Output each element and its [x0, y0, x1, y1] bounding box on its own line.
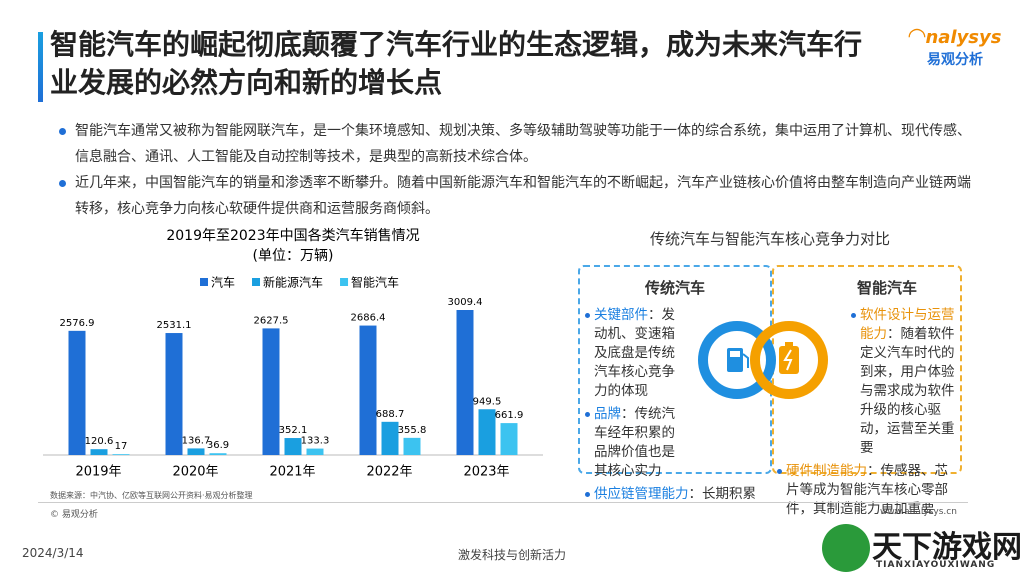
x-tick-label: 2022年 [366, 465, 412, 480]
website: www.analysys.cn [880, 507, 957, 517]
source: 数据来源：中汽协、亿欧等互联网公开资料·易观分析整理 [50, 491, 253, 500]
legend-label: 新能源汽车 [263, 275, 323, 290]
item-text: ：长期积累 [688, 486, 757, 502]
x-tick-label: 2020年 [172, 465, 218, 480]
bar [90, 449, 108, 455]
chart-subtitle: (单位：万辆) [253, 248, 334, 264]
bullet-text: 近几年来，中国智能汽车的销量和渗透率不断攀升。随着中国新能源汽车和智能汽车的不断… [75, 175, 971, 217]
value-label: 120.6 [85, 436, 114, 447]
value-label: 688.7 [376, 409, 405, 420]
box-title: 传统汽车 [644, 279, 705, 297]
chart-title: 2019年至2023年中国各类汽车销售情况 [166, 227, 419, 244]
watermark-pinyin: TIANXIAYOUXIWANG [876, 560, 996, 570]
item-text: ：发动机、变速箱及底盘是传统汽车核心竞争力的体现 [594, 307, 675, 399]
value-label: 2686.4 [351, 313, 386, 324]
box-title: 智能汽车 [856, 279, 917, 297]
legend-label: 智能汽车 [351, 275, 399, 290]
bar [68, 330, 86, 455]
value-label: 136.7 [182, 435, 211, 446]
bar [209, 453, 227, 455]
item: 供应链管理能力：长期积累 [585, 485, 774, 504]
x-tick-label: 2021年 [269, 465, 315, 480]
slogan: 激发科技与创新活力 [458, 548, 567, 562]
bar [262, 328, 280, 455]
bar [187, 448, 205, 455]
chart: 2019年至2023年中国各类汽车销售情况 (单位：万辆) 汽车 新能源汽车 智能汽车 2… [43, 227, 543, 480]
bullet: 近几年来，中国智能汽车的销量和渗透率不断攀升。随着中国新能源汽车和智能汽车的不断… [59, 170, 975, 222]
item-key: 关键部件 [594, 307, 648, 323]
bar [306, 448, 324, 455]
legend-swatch [252, 278, 261, 286]
watermark-name: 天下游戏网 [872, 530, 1022, 565]
legend-label: 汽车 [211, 275, 235, 290]
logo: ◠nalysys 易观分析 [905, 24, 1005, 69]
divider [38, 502, 968, 503]
value-label: 133.3 [301, 436, 330, 447]
item-text: ：传感器、芯片等成为智能汽车核心零部件，其制造能力更加重要 [786, 463, 948, 517]
bar [478, 409, 496, 455]
item: 关键部件：发动机、变速箱及底盘是传统汽车核心竞争力的体现 [585, 306, 682, 401]
item-key: 软件设计与运营能力 [860, 307, 955, 342]
title-accent [38, 32, 43, 102]
x-tick-label: 2023年 [463, 465, 509, 480]
value-label: 949.5 [473, 396, 502, 407]
smart-box: 智能汽车 软件设计与运营能力：随着软件定义汽车时代的到来，用户体验与需求成为软件… [772, 265, 962, 517]
logo-cn: 易观分析 [927, 52, 983, 68]
bar [500, 423, 518, 455]
value-label: 17 [115, 441, 128, 452]
value-label: 2531.1 [157, 320, 192, 331]
logo-name: nalysys [925, 27, 1002, 48]
bar [112, 454, 130, 455]
item: 硬件制造能力：传感器、芯片等成为智能汽车核心零部件，其制造能力更加重要 [777, 462, 952, 519]
item-key: 供应链管理能力 [594, 486, 689, 502]
value-label: 352.1 [279, 425, 308, 436]
slide-title: 智能汽车的崛起彻底颠覆了汽车行业的生态逻辑，成为未来汽车行业发展的必然方向和新的… [50, 28, 863, 99]
legend-swatch [200, 278, 208, 286]
comparison-title: 传统汽车与智能汽车核心竞争力对比 [649, 230, 890, 248]
bar [403, 437, 421, 455]
item-key: 硬件制造能力 [786, 463, 867, 479]
value-label: 3009.4 [448, 297, 483, 308]
copyright: © 易观分析 [50, 510, 98, 520]
item: 品牌：传统汽车经年积累的品牌价值也是其核心实力 [585, 405, 682, 481]
value-label: 2576.9 [60, 318, 95, 329]
legend-swatch [340, 278, 349, 286]
item: 软件设计与运营能力：随着软件定义汽车时代的到来，用户体验与需求成为软件升级的核心… [851, 306, 956, 458]
bar [359, 325, 377, 455]
value-label: 36.9 [207, 440, 229, 451]
bar [165, 333, 183, 455]
x-tick-label: 2019年 [75, 465, 121, 480]
bar [456, 310, 474, 455]
bullet: 智能汽车通常又被称为智能网联汽车，是一个集环境感知、规划决策、多等级辅助驾驶等功… [59, 118, 975, 170]
value-label: 661.9 [495, 410, 524, 421]
bar [284, 438, 302, 455]
bar [381, 421, 399, 455]
bullet-text: 智能汽车通常又被称为智能网联汽车，是一个集环境感知、规划决策、多等级辅助驾驶等功… [75, 123, 971, 165]
item-text: ：传统汽车经年积累的品牌价值也是其核心实力 [594, 406, 675, 479]
date: 2024/3/14 [22, 546, 84, 560]
value-label: 2627.5 [254, 315, 289, 326]
traditional-box: 传统汽车 关键部件：发动机、变速箱及底盘是传统汽车核心竞争力的体现 品牌：传统汽… [578, 265, 772, 502]
value-label: 355.8 [398, 425, 427, 436]
icons [698, 321, 828, 399]
watermark-icon [822, 524, 870, 572]
item-key: 品牌 [594, 406, 621, 422]
item-text: ：随着软件定义汽车时代的到来，用户体验与需求成为软件升级的核心驱动，运营至关重要 [860, 326, 955, 456]
